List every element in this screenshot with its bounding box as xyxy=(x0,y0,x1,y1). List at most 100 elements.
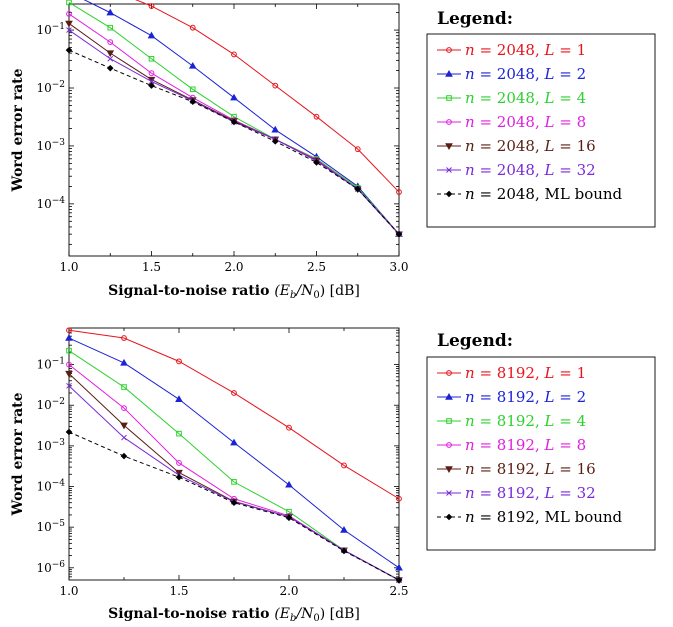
data-point xyxy=(66,382,72,389)
data-point xyxy=(66,27,72,33)
data-point xyxy=(396,189,402,195)
legend[interactable]: Legend: n = 2048, L = 1 n = 2048, L = 2 n =… xyxy=(426,9,656,228)
data-point xyxy=(176,460,182,466)
data-point xyxy=(341,462,347,469)
legend-label: n = 8192, ML bound xyxy=(465,508,623,526)
data-point xyxy=(120,452,128,460)
data-point xyxy=(230,499,238,506)
data-point xyxy=(189,98,197,106)
series-line xyxy=(68,385,400,581)
y-tick-label: 10−1 xyxy=(36,357,65,372)
data-point xyxy=(175,473,183,481)
series-2 xyxy=(65,334,403,571)
legend-entry[interactable]: n = 2048, L = 2 xyxy=(437,65,586,83)
data-point xyxy=(176,358,182,365)
x-axis-label: Signal-to-noise ratio (Eb/N0) [dB] xyxy=(108,606,360,624)
data-point xyxy=(354,185,362,193)
data-point xyxy=(271,125,280,133)
series-1 xyxy=(135,0,402,195)
series-line xyxy=(68,329,400,500)
legend-entry[interactable]: n = 2048, L = 16 xyxy=(437,137,596,155)
legend-entry[interactable]: n = 8192, L = 16 xyxy=(437,460,596,478)
legend-box xyxy=(426,33,656,228)
series-5 xyxy=(65,20,403,239)
y-tick-label: 10−4 xyxy=(36,479,65,494)
legend-label: n = 2048, L = 2 xyxy=(465,65,586,83)
legend-title: Legend: xyxy=(437,9,513,29)
data-point xyxy=(65,370,73,378)
data-point xyxy=(65,20,73,28)
legend-entry[interactable]: n = 2048, L = 32 xyxy=(437,161,596,179)
data-point xyxy=(148,70,155,77)
x-tick-label: 1.0 xyxy=(59,260,78,274)
data-point xyxy=(340,547,348,555)
x-tick-label: 2.0 xyxy=(224,260,243,274)
legend-swatch-marker xyxy=(446,442,452,448)
data-point xyxy=(313,113,320,120)
data-point xyxy=(395,563,403,571)
data-point xyxy=(148,55,155,62)
legend-label: n = 8192, L = 1 xyxy=(465,364,586,382)
legend-entry[interactable]: n = 2048, L = 1 xyxy=(437,41,586,59)
legend-label: n = 2048, L = 32 xyxy=(465,161,596,179)
data-point xyxy=(107,39,114,45)
legend-entry[interactable]: n = 8192, ML bound xyxy=(437,508,623,526)
legend-swatch-marker xyxy=(445,190,453,198)
series-line xyxy=(68,350,400,581)
series-line xyxy=(68,373,400,581)
legend-entry[interactable]: n = 2048, L = 8 xyxy=(437,113,586,131)
data-point xyxy=(66,327,72,334)
y-tick-label: 10−5 xyxy=(36,519,65,534)
series-6 xyxy=(66,382,402,583)
data-point xyxy=(354,146,361,153)
legend[interactable]: Legend: n = 8192, L = 1 n = 8192, L = 2 n =… xyxy=(426,331,656,551)
x-tick-label: 1.0 xyxy=(59,584,78,598)
data-point xyxy=(285,514,293,522)
legend-entry[interactable]: n = 8192, L = 4 xyxy=(437,412,586,430)
data-point xyxy=(121,335,127,341)
x-tick-label: 2.5 xyxy=(307,260,326,274)
series-line xyxy=(68,29,400,235)
legend-entry[interactable]: n = 8192, L = 1 xyxy=(437,364,586,382)
data-point xyxy=(121,384,127,390)
data-point xyxy=(107,55,114,62)
x-tick-label: 1.5 xyxy=(169,584,188,598)
x-tick-label: 1.5 xyxy=(142,260,161,274)
legend-swatch-marker xyxy=(446,95,452,101)
legend-swatch-marker xyxy=(445,69,453,77)
data-point xyxy=(106,8,115,16)
legend-swatch-marker xyxy=(445,392,453,400)
legend-label: n = 8192, L = 32 xyxy=(465,484,596,502)
y-tick-label: 10−4 xyxy=(36,196,65,211)
legend-label: n = 2048, L = 1 xyxy=(465,41,586,59)
data-point xyxy=(395,230,403,238)
plot-frame xyxy=(68,327,400,581)
y-tick-label: 10−3 xyxy=(36,138,65,153)
data-point xyxy=(285,480,293,488)
y-tick-label: 10−2 xyxy=(36,80,65,95)
data-point xyxy=(148,3,155,9)
legend-entry[interactable]: n = 8192, L = 2 xyxy=(437,388,586,406)
plot-area xyxy=(65,0,403,239)
legend-label: n = 2048, ML bound xyxy=(465,185,623,203)
legend-entry[interactable]: n = 2048, L = 4 xyxy=(437,89,586,107)
data-point xyxy=(66,347,72,354)
x-axis-label: Signal-to-noise ratio (Eb/N0) [dB] xyxy=(108,283,360,301)
legend-label: n = 8192, L = 16 xyxy=(465,460,596,478)
x-tick-label: 2.5 xyxy=(389,584,408,598)
chart-panel-2: 1.0 1.5 2.0 2.5 10−6 10−5 10−4 10−3 10−2 10−1 Sign… xyxy=(10,327,656,624)
data-point xyxy=(65,46,73,54)
data-point xyxy=(231,390,237,396)
data-point xyxy=(66,11,72,17)
legend-entry[interactable]: n = 8192, L = 8 xyxy=(437,436,586,454)
legend-label: n = 8192, L = 8 xyxy=(465,436,586,454)
legend-entry[interactable]: n = 2048, ML bound xyxy=(437,185,623,203)
legend-title: Legend: xyxy=(437,331,513,351)
data-point xyxy=(340,526,348,533)
data-point xyxy=(189,24,196,31)
series-7 xyxy=(65,428,403,584)
plot-frame xyxy=(68,3,400,257)
data-point xyxy=(176,430,182,437)
data-point xyxy=(106,50,115,58)
legend-entry[interactable]: n = 8192, L = 32 xyxy=(437,484,596,502)
